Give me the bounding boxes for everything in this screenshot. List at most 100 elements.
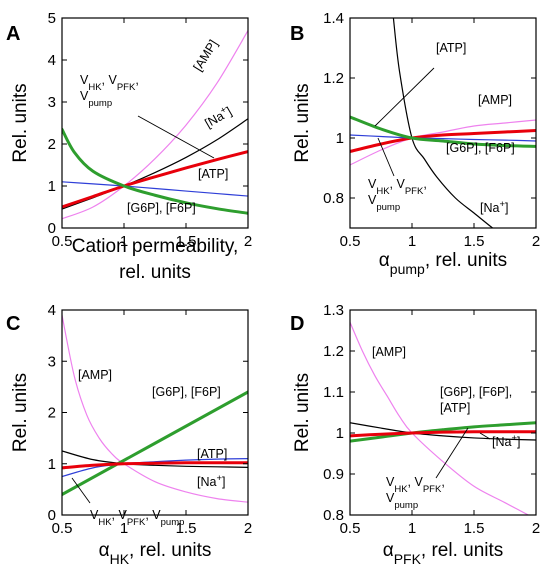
plot-frame (61, 17, 249, 229)
x-axis-label: Cation permeability, (72, 236, 239, 257)
x-tick-label: 0.5 (340, 233, 361, 250)
annotation-text: [G6P], [F6P] (152, 385, 221, 399)
panel-b: 0.5 1 1.5 2 0.8 1 1.2 1.4 B Rel. units αpump, rel.… (290, 10, 540, 277)
annotation-text: [G6P], [F6P] (127, 201, 196, 215)
annotation-text: [AMP] (78, 368, 112, 382)
annotation-text: Vpump (386, 491, 418, 511)
y-tick-label: 0 (48, 220, 56, 237)
x-tick-label: 1 (408, 233, 416, 250)
y-tick-label: 1 (48, 456, 56, 473)
panel-letter: B (290, 23, 304, 45)
series-line-b-3 (350, 134, 536, 142)
annotation-na: [Na+] (201, 102, 235, 131)
x-tick-label: 2 (532, 520, 540, 537)
y-tick-label: 1 (48, 178, 56, 195)
series-group (62, 30, 248, 220)
y-tick-label: 0.9 (323, 466, 344, 483)
x-tick-label: 1.5 (176, 233, 197, 250)
y-tick-label: 0.8 (323, 507, 344, 524)
series-line-d-1 (350, 421, 536, 443)
annotation-amp: [AMP] (78, 368, 112, 382)
annotation-text: VHK, VPFK, (80, 73, 139, 93)
annotation-amp: [AMP] (191, 37, 221, 73)
y-tick-label: 5 (48, 10, 56, 27)
panel-letter: C (6, 313, 20, 335)
series-line-d-0 (350, 321, 530, 515)
annotation-text: VHK, VPFK, (368, 177, 427, 197)
y-tick-label: 1 (336, 130, 344, 147)
series-line-d-2 (350, 422, 536, 441)
plot-frame (349, 17, 537, 229)
annotation-text: [G6P], [F6P], (440, 385, 512, 399)
annotation-text: [G6P], [F6P] (446, 141, 515, 155)
annotation-text: [ATP] (197, 447, 227, 461)
annotation-text: Vpump (368, 193, 400, 213)
annotation-atp: [ATP] (198, 167, 228, 181)
plot-frame (61, 309, 249, 516)
annotation-g6p: [G6P], [F6P], [ATP] (440, 385, 512, 415)
series-line-a-2 (62, 150, 248, 209)
x-tick-label: 0.5 (52, 233, 73, 250)
y-tick-label: 1.2 (323, 343, 344, 360)
x-tick-label: 1 (120, 520, 128, 537)
series-line-d-3 (350, 430, 536, 438)
y-axis-label: Rel. units (292, 373, 313, 452)
annotation-text: [ATP] (440, 401, 470, 415)
y-tick-label: 4 (48, 52, 56, 69)
x-axis-label: αHK, rel. units (99, 540, 212, 567)
annotation-g6p: [G6P], [F6P] (127, 201, 196, 215)
y-tick-label: 1.3 (323, 302, 344, 319)
y-tick-label: 1.2 (323, 70, 344, 87)
annotation-v: VHK, VPFK,Vpump (386, 427, 469, 511)
y-tick-label: 3 (48, 94, 56, 111)
annotation-atp: [ATP] (374, 41, 466, 127)
leader-line (374, 67, 435, 127)
panel-a: 0.5 1 1.5 2 0 1 2 3 4 5 A Rel. units Cation permeabi… (6, 10, 252, 283)
annotation-amp: [AMP] (372, 345, 406, 359)
annotation-text: Vpump (80, 89, 112, 109)
annotation-g6p: [G6P], [F6P] (446, 141, 515, 155)
annotation-text: VHK, VPFK, Vpump (90, 508, 184, 528)
annotation-g6p: [G6P], [F6P] (152, 385, 221, 399)
x-tick-label: 1 (408, 520, 416, 537)
y-tick-label: 2 (48, 136, 56, 153)
leader-line (479, 432, 491, 440)
annotation-text: [ATP] (436, 41, 466, 55)
x-tick-label: 1.5 (176, 520, 197, 537)
y-axis-label: Rel. units (10, 373, 31, 452)
annotation-text: VHK, VPFK, (386, 475, 445, 495)
series-line-c-0 (62, 314, 248, 503)
x-tick-label: 2 (532, 233, 540, 250)
series-line-a-0 (62, 30, 248, 220)
y-axis-label: Rel. units (292, 83, 313, 162)
x-tick-label: 1 (120, 233, 128, 250)
x-tick-label: 2 (244, 520, 252, 537)
panel-letter: D (290, 313, 304, 335)
annotation-atp: [ATP] (197, 447, 227, 461)
series-line-a-3 (62, 181, 248, 197)
plot-frame (349, 309, 537, 516)
annotation-text: [Na+] (492, 433, 521, 450)
annotation-v: VHK, VPFK,Vpump (80, 73, 215, 159)
annotation-na: [Na+] (479, 432, 521, 450)
annotation-text: [Na+] (197, 473, 226, 490)
annotation-v: VHK, VPFK,Vpump (368, 137, 427, 213)
annotation-text: [Na+] (201, 102, 234, 131)
x-tick-label: 0.5 (52, 520, 73, 537)
y-tick-label: 1 (336, 425, 344, 442)
x-axis-label: αPFK, rel. units (383, 540, 504, 567)
leader-line (435, 427, 469, 479)
annotation-na: [Na+] (480, 199, 509, 216)
y-tick-label: 0 (48, 507, 56, 524)
series-line-b-4 (350, 115, 536, 148)
annotation-text: [Na+] (480, 199, 509, 216)
y-tick-label: 4 (48, 302, 56, 319)
leader-line (71, 477, 91, 504)
series-line-b-1 (350, 119, 536, 166)
leader-line (377, 137, 395, 177)
series-line-c-2 (62, 458, 248, 478)
x-tick-label: 0.5 (340, 520, 361, 537)
panel-c: 0.5 1 1.5 2 0 1 2 3 4 C Rel. units αHK, rel. units [… (6, 302, 252, 567)
leader-line (137, 115, 215, 159)
annotation-na: [Na+] (197, 473, 226, 490)
